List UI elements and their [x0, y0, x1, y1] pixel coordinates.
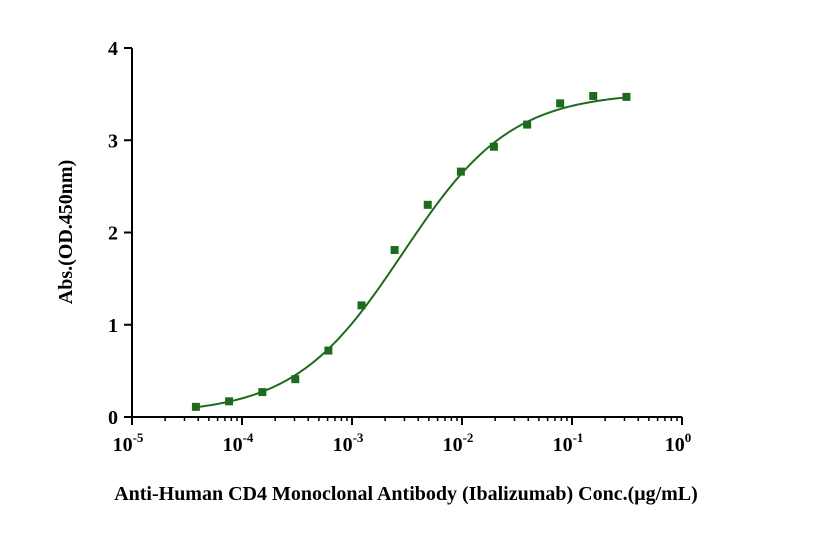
- data-point: [489, 142, 498, 151]
- x-axis-title: Anti-Human CD4 Monoclonal Antibody (Ibal…: [114, 483, 698, 505]
- x-tick-label: 100: [665, 430, 692, 456]
- data-point: [390, 246, 399, 255]
- data-point: [225, 397, 234, 406]
- y-ticks: 0 1 2 3 4: [108, 38, 132, 429]
- y-tick-label: 2: [108, 223, 118, 245]
- x-tick-exponent: -3: [353, 430, 364, 445]
- data-point: [357, 301, 366, 310]
- x-tick-label: 10-4: [223, 430, 254, 456]
- data-point: [556, 99, 565, 108]
- x-tick-exponent: -2: [463, 430, 474, 445]
- y-tick-label: 4: [108, 38, 118, 60]
- data-point: [589, 91, 598, 100]
- data-point: [324, 346, 333, 355]
- x-tick-exponent: -1: [573, 430, 584, 445]
- x-tick-base: 10: [665, 434, 685, 456]
- data-point: [291, 375, 300, 384]
- x-tick-exponent: -4: [243, 430, 254, 445]
- x-tick-base: 10: [333, 434, 353, 456]
- x-tick-base: 10: [223, 434, 243, 456]
- fit-curve: [195, 96, 627, 409]
- x-tick-exponent: 0: [685, 430, 692, 445]
- y-axis-title: Abs.(OD.450nm): [55, 160, 77, 304]
- x-tick-base: 10: [113, 434, 133, 456]
- data-point: [191, 402, 200, 411]
- x-tick-exponent: -5: [133, 430, 144, 445]
- y-tick-label: 3: [108, 130, 118, 152]
- x-tick-label: 10-5: [113, 430, 144, 456]
- data-point: [622, 92, 631, 101]
- data-point: [258, 388, 267, 397]
- data-point: [456, 167, 465, 176]
- x-tick-label: 10-3: [333, 430, 364, 456]
- x-tick-base: 10: [553, 434, 573, 456]
- x-tick-label: 10-1: [553, 430, 584, 456]
- data-point: [523, 120, 532, 129]
- x-tick-label: 10-2: [443, 430, 474, 456]
- data-points: [191, 91, 631, 411]
- x-ticks: 10-5 10-4 10-3 10-2 10-1 100: [113, 417, 692, 456]
- y-tick-label: 0: [108, 407, 118, 429]
- data-point: [423, 200, 432, 209]
- y-tick-label: 1: [108, 315, 118, 337]
- x-tick-base: 10: [443, 434, 463, 456]
